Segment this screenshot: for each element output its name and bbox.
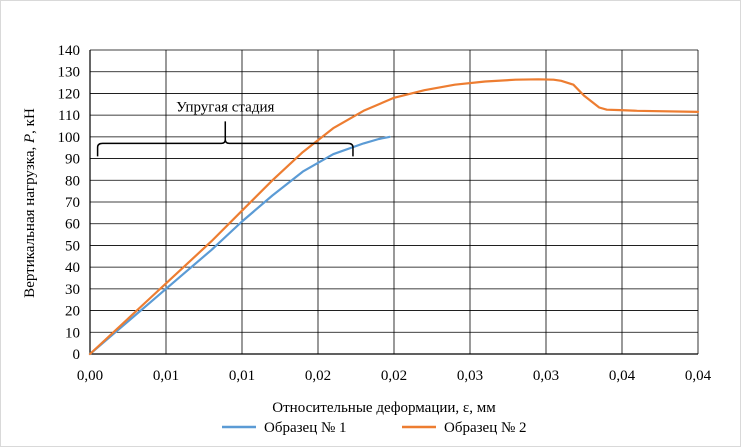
y-axis-title-part-1: Вертикальная нагрузка,: [22, 143, 38, 298]
y-tick-label: 120: [58, 86, 81, 102]
x-tick-label: 0,02: [305, 368, 331, 384]
x-tick-label: 0,04: [609, 368, 636, 384]
y-axis-title-variable: P: [22, 134, 38, 144]
annotation-bracket: [96, 121, 354, 157]
y-tick-label: 140: [58, 43, 81, 59]
y-tick-label: 90: [65, 152, 80, 168]
x-tick-label: 0,01: [153, 368, 179, 384]
x-tick-label: 0,03: [533, 368, 559, 384]
series-lines: [88, 78, 700, 356]
legend-item-2: Образец № 2: [402, 420, 527, 436]
y-tick-label: 0: [73, 347, 81, 363]
x-tick-label: 0,00: [77, 368, 103, 384]
x-axis-title: Относительные деформации, ε, мм: [272, 400, 496, 416]
elastic-stage-annotation: Упругая стадия: [96, 99, 354, 157]
y-tick-labels: 0 10 20 30 40 50 60 70 80 90 100 110 120 130 140: [58, 43, 81, 363]
gridlines: [89, 49, 699, 355]
x-tick-label: 0,04: [685, 368, 712, 384]
y-axis-title-unit: , кН: [22, 108, 38, 134]
series-line-1: [88, 135, 391, 356]
y-tick-label: 80: [65, 173, 80, 189]
y-tick-label: 20: [65, 304, 80, 320]
y-tick-label: 40: [65, 260, 80, 276]
y-tick-label: 60: [65, 217, 80, 233]
x-tick-label: 0,01: [229, 368, 255, 384]
annotation-label: Упругая стадия: [176, 99, 274, 115]
legend-label: Образец № 1: [264, 420, 347, 436]
y-tick-label: 130: [58, 65, 81, 81]
x-tick-labels: 0,00 0,01 0,01 0,02 0,02 0,03 0,03 0,04 0,04: [77, 368, 712, 384]
y-tick-label: 70: [65, 195, 80, 211]
y-tick-label: 50: [65, 238, 80, 254]
legend-label: Образец № 2: [444, 420, 527, 436]
y-tick-label: 30: [65, 282, 80, 298]
y-tick-label: 10: [65, 325, 80, 341]
y-tick-label: 100: [58, 130, 81, 146]
series-line-2: [88, 78, 700, 356]
legend: Образец № 1 Образец № 2: [222, 420, 527, 436]
x-tick-label: 0,03: [457, 368, 483, 384]
y-axis-title: Вертикальная нагрузка, P, кН: [22, 108, 38, 298]
y-tick-label: 110: [58, 108, 80, 124]
legend-item-1: Образец № 1: [222, 420, 347, 436]
x-tick-label: 0,02: [381, 368, 407, 384]
